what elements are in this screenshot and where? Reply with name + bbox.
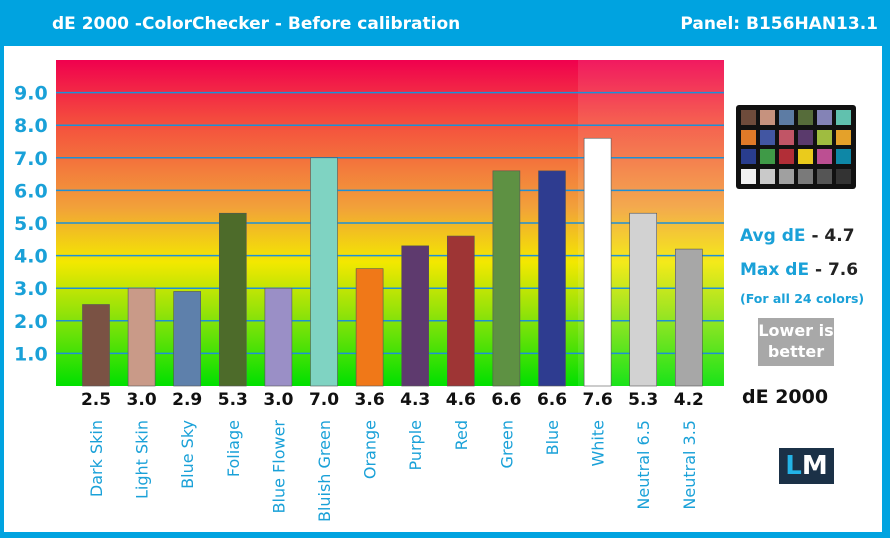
value-label: 5.3	[218, 390, 248, 410]
chart-title: dE 2000 -ColorChecker - Before calibrati…	[52, 14, 461, 34]
category-label: Blue	[543, 420, 562, 455]
color-swatch	[779, 168, 794, 184]
value-label: 3.0	[263, 390, 293, 410]
color-swatch	[760, 129, 775, 145]
color-swatch	[760, 149, 775, 164]
max-de-label: Max dE	[740, 260, 810, 280]
max-de-value: - 7.6	[814, 260, 859, 280]
color-swatch	[817, 168, 832, 184]
color-swatch	[798, 129, 813, 145]
y-tick-label: 3.0	[14, 278, 48, 300]
category-label: Bluish Green	[315, 420, 334, 522]
bar	[173, 291, 201, 387]
lm-logo: LM	[779, 448, 834, 484]
color-swatch	[779, 129, 794, 145]
bar	[264, 287, 293, 387]
bar	[629, 212, 658, 387]
bar	[583, 137, 612, 387]
value-label: 4.6	[446, 390, 476, 410]
lower-line-2: better	[767, 342, 825, 361]
color-swatch	[798, 149, 813, 164]
avg-de: Avg dE - 4.7	[740, 226, 855, 246]
bar	[538, 170, 566, 387]
category-label: Light Skin	[133, 420, 152, 499]
category-label: Neutral 3.5	[680, 420, 699, 510]
color-swatch	[741, 149, 756, 164]
colors-note: (For all 24 colors)	[740, 291, 865, 306]
value-label: 2.9	[172, 390, 202, 410]
value-label: 5.3	[628, 390, 658, 410]
value-label: 4.3	[400, 390, 430, 410]
avg-de-value: - 4.7	[811, 226, 855, 246]
y-tick-label: 5.0	[14, 213, 48, 235]
y-tick-label: 1.0	[14, 343, 48, 365]
color-swatch	[817, 110, 832, 125]
bar	[82, 304, 110, 387]
value-label: 6.6	[537, 390, 567, 410]
category-label: Foliage	[224, 420, 243, 477]
y-tick-label: 4.0	[14, 246, 48, 268]
logo-m: M	[801, 451, 828, 481]
color-swatch	[836, 149, 851, 164]
category-label: Purple	[406, 420, 425, 471]
value-label: 7.6	[583, 390, 613, 410]
color-swatch	[836, 129, 851, 145]
bar	[492, 170, 521, 387]
color-swatch	[836, 110, 851, 125]
logo-l: L	[785, 451, 802, 481]
value-label: 3.6	[355, 390, 385, 410]
panel-label: Panel: B156HAN13.1	[680, 14, 878, 34]
max-de: Max dE - 7.6	[740, 260, 858, 280]
colorchecker-image	[736, 105, 856, 189]
color-swatch	[836, 168, 851, 184]
value-label: 4.2	[674, 390, 704, 410]
color-swatch	[760, 168, 775, 184]
category-label: Dark Skin	[87, 420, 106, 497]
value-label: 3.0	[127, 390, 157, 410]
category-label: Red	[452, 420, 471, 450]
value-label: 6.6	[491, 390, 521, 410]
bar	[355, 268, 384, 387]
value-label: 2.5	[81, 390, 111, 410]
color-swatch	[741, 168, 756, 184]
y-tick-label: 6.0	[14, 180, 48, 202]
y-tick-label: 8.0	[14, 115, 48, 137]
bar	[219, 212, 247, 387]
bar	[674, 248, 703, 387]
bar	[401, 245, 430, 387]
y-tick-label: 7.0	[14, 148, 48, 170]
category-label: Green	[497, 420, 516, 468]
lower-line-1: Lower is	[758, 321, 834, 340]
category-label: White	[589, 420, 608, 467]
color-swatch	[817, 129, 832, 145]
metric-label: dE 2000	[742, 386, 829, 408]
bar	[310, 157, 338, 387]
y-tick-label: 9.0	[14, 83, 48, 105]
color-swatch	[741, 129, 756, 145]
avg-de-label: Avg dE	[740, 226, 806, 246]
bar	[127, 287, 156, 387]
color-swatch	[760, 110, 775, 125]
category-label: Orange	[361, 420, 380, 479]
category-label: Neutral 6.5	[634, 420, 653, 510]
color-swatch	[798, 110, 813, 125]
value-label: 7.0	[309, 390, 339, 410]
color-swatch	[779, 149, 794, 164]
category-label: Blue Flower	[269, 420, 288, 514]
color-swatch	[817, 149, 832, 164]
bar	[446, 235, 475, 387]
color-swatch	[798, 168, 813, 184]
color-swatch	[741, 110, 756, 125]
color-swatch	[779, 110, 794, 125]
y-tick-label: 2.0	[14, 311, 48, 333]
lower-is-better-badge: Lower is better	[758, 318, 834, 366]
category-label: Blue Sky	[178, 420, 197, 489]
